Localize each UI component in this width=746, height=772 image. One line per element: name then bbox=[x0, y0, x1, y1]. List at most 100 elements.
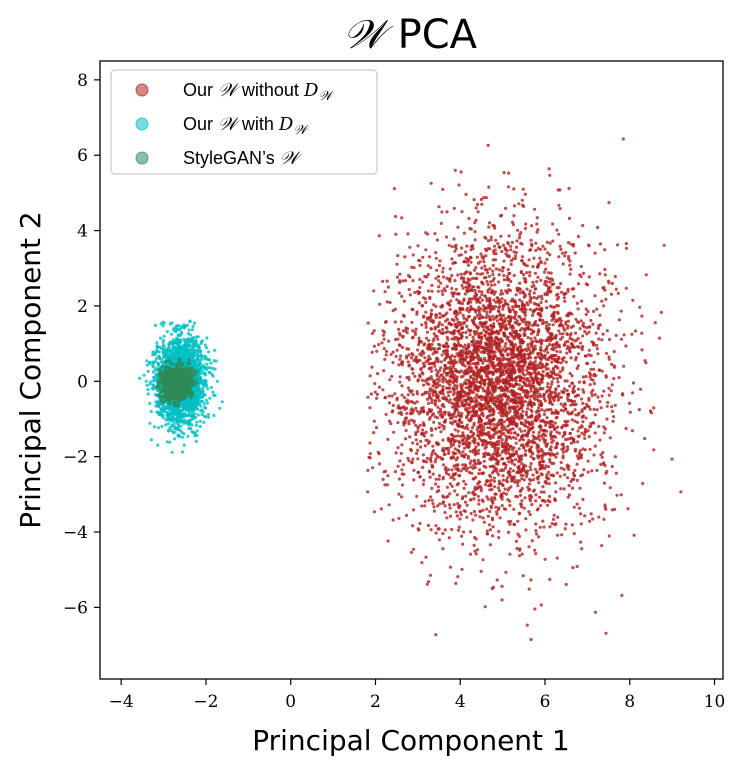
scatter-point bbox=[433, 460, 437, 464]
scatter-point bbox=[378, 462, 382, 466]
scatter-point bbox=[640, 314, 644, 318]
scatter-point bbox=[565, 463, 569, 467]
scatter-point bbox=[555, 376, 559, 381]
scatter-point bbox=[554, 342, 558, 346]
scatter-point bbox=[173, 437, 177, 441]
scatter-point bbox=[518, 281, 522, 285]
scatter-point bbox=[479, 342, 483, 346]
scatter-point bbox=[482, 378, 486, 383]
scatter-point bbox=[486, 143, 490, 147]
scatter-point bbox=[515, 546, 519, 551]
scatter-point bbox=[475, 371, 479, 375]
scatter-point bbox=[597, 515, 601, 519]
scatter-point bbox=[603, 273, 607, 277]
scatter-point bbox=[525, 349, 529, 353]
scatter-point bbox=[505, 254, 509, 258]
scatter-point bbox=[520, 259, 524, 263]
scatter-point bbox=[524, 280, 528, 284]
scatter-point bbox=[391, 360, 395, 365]
scatter-point bbox=[532, 284, 536, 288]
scatter-point bbox=[423, 297, 427, 301]
scatter-point bbox=[169, 332, 174, 336]
scatter-point bbox=[441, 380, 445, 384]
scatter-point bbox=[475, 413, 479, 417]
scatter-point bbox=[493, 340, 497, 344]
scatter-point bbox=[502, 365, 506, 369]
scatter-point bbox=[555, 297, 559, 301]
scatter-point bbox=[596, 352, 600, 356]
scatter-point bbox=[464, 386, 468, 390]
scatter-point bbox=[502, 171, 506, 175]
scatter-point bbox=[416, 348, 420, 352]
scatter-point bbox=[544, 434, 548, 438]
scatter-point bbox=[508, 423, 512, 427]
scatter-point bbox=[429, 312, 433, 317]
scatter-point bbox=[525, 377, 530, 381]
scatter-point bbox=[501, 402, 505, 406]
scatter-point bbox=[508, 552, 512, 556]
scatter-point bbox=[572, 505, 576, 509]
scatter-point bbox=[375, 349, 379, 353]
scatter-point bbox=[495, 329, 500, 333]
scatter-point bbox=[469, 245, 473, 249]
scatter-point bbox=[559, 487, 563, 491]
scatter-point bbox=[457, 337, 461, 341]
scatter-point bbox=[559, 395, 563, 399]
scatter-point bbox=[584, 416, 588, 420]
scatter-point bbox=[506, 352, 510, 356]
scatter-point bbox=[492, 456, 496, 460]
scatter-point bbox=[505, 398, 509, 402]
scatter-point bbox=[517, 323, 521, 327]
scatter-point bbox=[437, 323, 441, 327]
scatter-point bbox=[573, 447, 578, 451]
scatter-point bbox=[490, 288, 494, 293]
scatter-point bbox=[489, 344, 493, 348]
scatter-point bbox=[589, 318, 593, 323]
scatter-point bbox=[593, 294, 597, 298]
scatter-point bbox=[564, 582, 568, 587]
scatter-point bbox=[604, 375, 608, 379]
scatter-point bbox=[551, 367, 555, 371]
scatter-point bbox=[367, 455, 371, 459]
scatter-point bbox=[589, 424, 593, 428]
scatter-point bbox=[612, 350, 616, 354]
scatter-point bbox=[556, 384, 561, 388]
scatter-point bbox=[514, 245, 519, 249]
scatter-point bbox=[510, 461, 514, 465]
scatter-point bbox=[598, 242, 603, 246]
scatter-point bbox=[533, 417, 537, 421]
scatter-point bbox=[462, 390, 466, 394]
scatter-point bbox=[529, 426, 533, 431]
scatter-point bbox=[528, 248, 532, 252]
scatter-point bbox=[427, 376, 431, 380]
scatter-point bbox=[490, 516, 494, 520]
scatter-point bbox=[476, 353, 480, 357]
scatter-point bbox=[545, 473, 549, 477]
scatter-point bbox=[457, 292, 461, 296]
scatter-point bbox=[472, 407, 476, 411]
scatter-point bbox=[488, 267, 492, 271]
scatter-point bbox=[472, 458, 476, 462]
scatter-point bbox=[466, 454, 470, 459]
scatter-point bbox=[497, 280, 501, 284]
scatter-point bbox=[504, 492, 509, 496]
scatter-point bbox=[550, 380, 554, 384]
scatter-point bbox=[614, 287, 618, 291]
scatter-point bbox=[518, 493, 523, 497]
scatter-point bbox=[458, 510, 463, 514]
scatter-point bbox=[533, 336, 537, 340]
scatter-point bbox=[583, 329, 587, 334]
scatter-point bbox=[472, 543, 476, 548]
scatter-point bbox=[550, 440, 554, 445]
scatter-point bbox=[443, 352, 447, 356]
scatter-point bbox=[561, 366, 565, 370]
scatter-point bbox=[575, 462, 579, 466]
scatter-point bbox=[576, 352, 581, 356]
scatter-point bbox=[553, 446, 558, 450]
scatter-point bbox=[479, 350, 483, 354]
scatter-point bbox=[447, 394, 451, 398]
scatter-point bbox=[459, 469, 463, 473]
scatter-point bbox=[372, 431, 376, 435]
scatter-point bbox=[411, 457, 415, 461]
scatter-point bbox=[537, 409, 541, 413]
